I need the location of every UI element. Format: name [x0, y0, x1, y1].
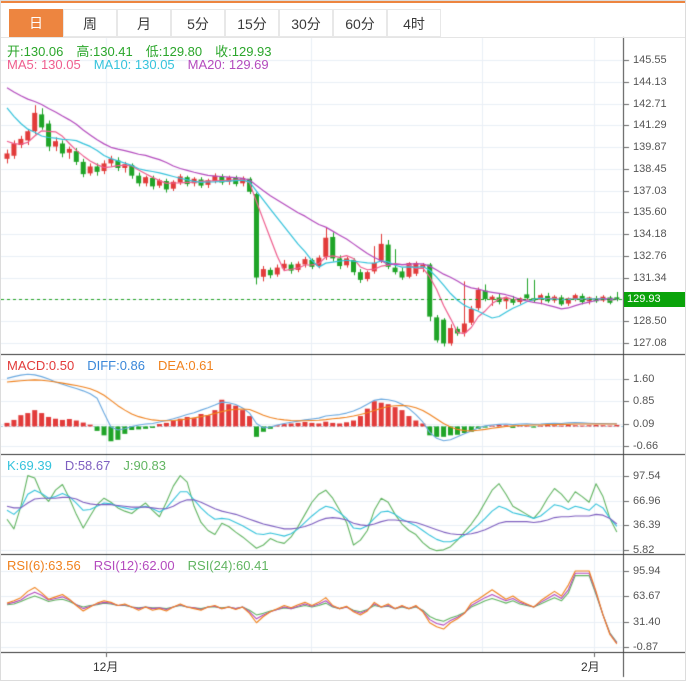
x-axis-label: 2月: [581, 660, 600, 674]
y-axis-tick-label: 128.50: [633, 315, 667, 328]
y-axis-tick-label: 135.60: [633, 206, 667, 219]
rsi-legend-item-1: RSI(12):62.00: [93, 558, 175, 573]
y-axis-tick-label: -0.87: [633, 641, 659, 653]
y-axis-tick-label: 1.60: [633, 373, 655, 385]
ma-legend-item-0: MA5: 130.05: [7, 57, 81, 72]
y-axis-tick-label: 0.09: [633, 417, 655, 430]
tab-60min[interactable]: 60分: [333, 9, 387, 37]
rsi-legend-item-2: RSI(24):60.41: [187, 558, 269, 573]
y-axis-tick-label: 31.40: [633, 615, 661, 628]
kdj-legend: K:69.39 D:58.67 J:90.83: [7, 458, 179, 473]
current-price-tag: 129.93: [624, 291, 685, 307]
top-accent-bar: [1, 1, 685, 3]
kdj-legend-item-2: J:90.83: [123, 458, 167, 473]
y-axis-tick-label: 0.85: [633, 395, 655, 408]
rsi-legend: RSI(6):63.56 RSI(12):62.00 RSI(24):60.41: [7, 558, 282, 573]
macd-legend: MACD:0.50 DIFF:0.86 DEA:0.61: [7, 358, 227, 373]
y-axis-tick-label: 127.08: [633, 336, 667, 349]
y-axis-tick-label: 95.94: [633, 565, 661, 577]
y-axis-tick-label: 137.03: [633, 184, 667, 197]
macd-legend-item-1: DIFF:0.86: [87, 358, 145, 373]
tab-month[interactable]: 月: [117, 9, 171, 37]
tab-4hour[interactable]: 4时: [387, 9, 441, 37]
ma-legend-item-2: MA20: 129.69: [187, 57, 269, 72]
tab-day[interactable]: 日: [9, 9, 63, 37]
y-axis-tick-label: 142.71: [633, 97, 667, 110]
y-axis-tick-label: 134.18: [633, 228, 667, 241]
y-axis-tick-label: 144.13: [633, 75, 667, 88]
y-axis-tick-label: 132.76: [633, 249, 667, 262]
period-tabbar: 日周月 5分 15分 30分 60分 4时: [1, 9, 685, 38]
ohlc-legend-item-0: 开:130.06: [7, 44, 64, 59]
ohlc-legend-item-3: 收:129.93: [215, 44, 272, 59]
macd-legend-item-2: DEA:0.61: [158, 358, 214, 373]
kdj-legend-item-1: D:58.67: [64, 458, 111, 473]
ohlc-legend-item-2: 低:129.80: [145, 44, 203, 59]
y-axis-tick-label: 5.82: [633, 543, 655, 556]
y-axis-tick-label: 63.67: [633, 590, 661, 603]
y-axis-tick-label: -0.66: [633, 440, 659, 452]
ohlc-legend: 开:130.06 高:130.41 低:129.80 收:129.93: [7, 41, 285, 60]
kdj-legend-item-0: K:69.39: [7, 458, 52, 473]
ma-legend: MA5: 130.05 MA10: 130.05 MA20: 129.69: [7, 57, 282, 72]
tab-5min[interactable]: 5分: [171, 9, 225, 37]
tab-week[interactable]: 周: [63, 9, 117, 37]
y-axis-tick-label: 139.87: [633, 141, 667, 154]
x-axis-label: 12月: [93, 660, 119, 674]
y-axis-tick-label: 97.54: [633, 470, 661, 482]
macd-legend-item-0: MACD:0.50: [7, 358, 75, 373]
tab-15min[interactable]: 15分: [225, 9, 279, 37]
ma-legend-item-1: MA10: 130.05: [93, 57, 175, 72]
ohlc-legend-item-1: 高:130.41: [76, 44, 133, 59]
y-axis-tick-label: 36.39: [633, 519, 661, 532]
y-axis-tick-label: 141.29: [633, 119, 667, 132]
tab-30min[interactable]: 30分: [279, 9, 333, 37]
y-axis-tick-label: 138.45: [633, 162, 667, 175]
y-axis-tick-label: 66.96: [633, 494, 661, 507]
rsi-legend-item-0: RSI(6):63.56: [7, 558, 81, 573]
y-axis-tick-label: 131.34: [633, 271, 667, 284]
y-axis-tick-label: 145.55: [633, 54, 667, 66]
